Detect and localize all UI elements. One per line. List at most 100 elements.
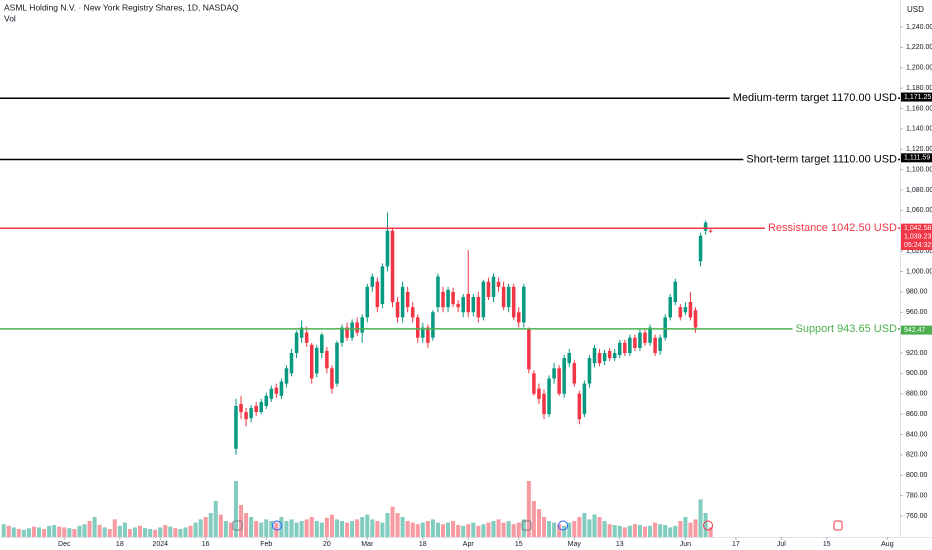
volume-bar bbox=[233, 481, 238, 537]
volume-bar bbox=[244, 513, 249, 537]
price-tag-label: 1,039.23 bbox=[904, 233, 931, 240]
volume-bar bbox=[653, 522, 658, 537]
candle-body bbox=[658, 337, 662, 351]
candle-body bbox=[511, 286, 516, 318]
candle-body bbox=[421, 327, 425, 338]
volume-bar bbox=[526, 481, 531, 537]
volume-bar bbox=[319, 522, 324, 537]
level-label: Ressistance 1042.50 USD bbox=[768, 222, 897, 234]
volume-bar bbox=[11, 527, 16, 537]
volume-bar bbox=[52, 525, 57, 537]
volume-bar bbox=[703, 513, 708, 537]
volume-bar bbox=[82, 524, 87, 537]
candle-body bbox=[249, 408, 253, 419]
volume-bar bbox=[688, 522, 693, 537]
volume-bar bbox=[117, 525, 122, 537]
axes: 760.00 780.00 800.00 820.00 840.00 860.00 880.… bbox=[58, 24, 932, 548]
candle-body bbox=[309, 344, 314, 379]
candle-body bbox=[426, 327, 430, 343]
candle-body bbox=[527, 329, 531, 370]
volume-bar bbox=[259, 522, 264, 537]
candle-body bbox=[592, 347, 597, 364]
volume-bar bbox=[541, 517, 547, 537]
volume-bar bbox=[178, 529, 183, 537]
x-tick-label: 15 bbox=[823, 541, 831, 548]
volume-bar bbox=[148, 529, 153, 537]
volume-bar bbox=[62, 527, 67, 537]
volume-bar bbox=[486, 522, 491, 537]
candle-body bbox=[491, 276, 496, 297]
volume-bar bbox=[107, 529, 112, 537]
volume-bar bbox=[673, 525, 678, 537]
candle-body bbox=[648, 327, 652, 343]
volume-bar bbox=[21, 529, 26, 537]
x-tick-label: Feb bbox=[260, 541, 272, 548]
candle-body bbox=[370, 276, 375, 287]
candle-body bbox=[516, 312, 521, 323]
volume-bar bbox=[163, 525, 168, 537]
candle-body bbox=[587, 358, 592, 384]
candle-body bbox=[365, 286, 370, 318]
volume-bar bbox=[405, 521, 410, 537]
candle-body bbox=[314, 347, 319, 374]
candle-body bbox=[380, 266, 385, 305]
y-tick-label: 760.00 bbox=[906, 513, 928, 520]
volume-bar bbox=[531, 501, 536, 537]
volume-bar bbox=[31, 526, 37, 537]
y-tick-label: 880.00 bbox=[906, 391, 928, 398]
candle-body bbox=[633, 337, 637, 348]
candle-body bbox=[572, 363, 577, 384]
candle-body bbox=[577, 393, 582, 420]
y-tick-label: 960.00 bbox=[906, 309, 928, 316]
candle-body bbox=[395, 302, 400, 318]
volume-bar bbox=[663, 525, 668, 537]
volume-bar bbox=[572, 521, 577, 537]
candle-body bbox=[400, 286, 405, 318]
candle-body bbox=[678, 307, 683, 318]
plot-area: Medium-term target 1170.00 USD Short-term… bbox=[0, 92, 900, 537]
volume-bar bbox=[6, 525, 11, 537]
candle-body bbox=[542, 393, 546, 415]
candle-body bbox=[698, 235, 703, 262]
candle-body bbox=[360, 317, 364, 333]
candle-body bbox=[345, 327, 349, 338]
y-tick-label: 1,180.00 bbox=[906, 85, 932, 92]
dividend-icon bbox=[558, 520, 568, 531]
volume-bar bbox=[213, 501, 218, 537]
y-tick-label: 780.00 bbox=[906, 492, 928, 499]
volume-bar bbox=[415, 524, 420, 537]
volume-bar bbox=[122, 522, 127, 537]
candle-body bbox=[269, 388, 274, 399]
candle-body bbox=[340, 327, 344, 343]
volume-bar bbox=[678, 521, 683, 537]
volume-bar bbox=[592, 514, 597, 537]
volume-bar bbox=[294, 522, 299, 537]
candle-body bbox=[299, 327, 304, 338]
volume-bar bbox=[435, 522, 440, 537]
volume-bar bbox=[97, 525, 102, 537]
volume-bar bbox=[67, 528, 72, 537]
candle-body bbox=[693, 310, 698, 328]
candle-body bbox=[325, 350, 329, 369]
volume-bar bbox=[370, 519, 375, 537]
volume-bar bbox=[228, 522, 233, 537]
volume-bar bbox=[309, 517, 314, 537]
level-label: Support 943.65 USD bbox=[795, 323, 897, 335]
y-tick-label: 1,060.00 bbox=[906, 207, 932, 214]
candle-body bbox=[234, 405, 238, 449]
volume-bar bbox=[612, 525, 617, 537]
y-tick-label: 840.00 bbox=[906, 431, 928, 438]
candle-body bbox=[451, 291, 455, 305]
level-label: Medium-term target 1170.00 USD bbox=[733, 92, 897, 104]
volume-bar bbox=[461, 525, 466, 537]
candle-body bbox=[274, 387, 279, 394]
candle-body bbox=[320, 334, 324, 354]
volume-bar bbox=[395, 513, 400, 537]
volume-bar bbox=[425, 521, 430, 537]
candle-body bbox=[653, 337, 657, 354]
volume-bar bbox=[304, 519, 309, 537]
candle-body bbox=[410, 307, 415, 318]
candle-body bbox=[537, 388, 541, 399]
price-tag bbox=[901, 232, 932, 251]
volume-bar bbox=[334, 519, 339, 537]
